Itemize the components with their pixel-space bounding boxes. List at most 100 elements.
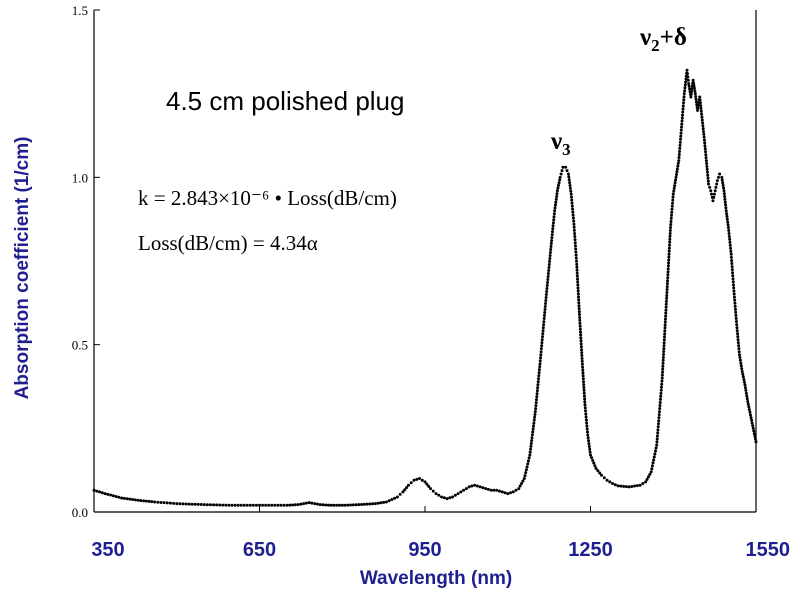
- data-point: [575, 262, 579, 266]
- data-point: [729, 252, 733, 256]
- data-point: [577, 298, 581, 302]
- data-point: [732, 295, 736, 299]
- data-point: [535, 395, 539, 399]
- data-point: [162, 501, 166, 505]
- data-point: [100, 491, 104, 495]
- data-point: [666, 273, 670, 277]
- data-point: [725, 212, 729, 216]
- data-point: [677, 156, 681, 160]
- data-point: [666, 270, 670, 274]
- data-point: [585, 427, 589, 431]
- data-point: [551, 224, 555, 228]
- data-point: [537, 368, 541, 372]
- data-point: [230, 503, 234, 507]
- data-point: [659, 388, 663, 392]
- data-point: [737, 353, 741, 357]
- x-axis-label: Wavelength (nm): [360, 568, 512, 589]
- peak-label-nu2-suffix: +δ: [660, 24, 687, 51]
- data-point: [373, 502, 377, 506]
- x-tick-label: 1550: [746, 539, 791, 561]
- y-axis-label: Absorption coefficient (1/cm): [12, 137, 33, 400]
- data-point: [721, 181, 725, 185]
- data-point: [376, 501, 380, 505]
- data-point: [633, 484, 637, 488]
- data-point: [692, 86, 696, 90]
- data-point: [258, 503, 261, 507]
- data-point: [568, 181, 572, 185]
- data-point: [547, 263, 551, 267]
- data-point: [690, 89, 694, 93]
- data-point: [611, 482, 615, 486]
- data-point: [698, 98, 702, 102]
- data-point: [658, 400, 662, 404]
- data-point: [521, 479, 525, 483]
- data-point: [663, 323, 667, 327]
- data-point: [705, 167, 709, 171]
- data-point: [671, 195, 675, 199]
- data-point: [365, 502, 369, 506]
- data-point: [658, 404, 662, 408]
- data-point: [349, 503, 353, 507]
- data-point: [739, 361, 743, 365]
- data-point: [530, 436, 534, 440]
- data-point: [291, 503, 295, 507]
- data-point: [712, 192, 716, 196]
- data-point: [741, 375, 745, 379]
- data-point: [579, 345, 583, 349]
- data-point: [522, 477, 526, 481]
- data-point: [351, 503, 355, 507]
- data-point: [178, 502, 182, 506]
- data-point: [109, 493, 113, 497]
- data-point: [728, 237, 732, 241]
- data-point: [156, 500, 160, 504]
- data-point: [734, 320, 738, 324]
- data-point: [147, 499, 151, 503]
- data-point: [657, 410, 661, 414]
- data-point: [492, 488, 496, 492]
- data-point: [689, 92, 693, 96]
- data-point: [415, 477, 419, 481]
- data-point: [585, 424, 589, 428]
- data-point: [683, 86, 687, 90]
- data-point: [242, 503, 246, 507]
- data-point: [713, 189, 717, 193]
- data-point: [694, 94, 698, 98]
- data-point: [688, 87, 692, 91]
- data-point: [750, 418, 754, 422]
- data-point: [734, 317, 738, 320]
- data-point: [541, 326, 545, 330]
- data-point: [727, 231, 731, 235]
- data-point: [742, 380, 746, 384]
- data-point: [581, 365, 585, 369]
- data-point: [671, 201, 674, 205]
- data-point: [536, 380, 540, 384]
- data-point: [332, 503, 336, 507]
- data-point: [548, 251, 552, 255]
- data-point: [664, 302, 668, 306]
- data-point: [722, 189, 726, 193]
- data-point: [698, 95, 702, 99]
- data-point: [672, 186, 676, 190]
- data-point: [602, 476, 606, 480]
- data-point: [569, 195, 573, 199]
- data-point: [165, 501, 169, 505]
- data-point: [662, 335, 666, 339]
- x-tick-label: 350: [91, 539, 124, 561]
- data-point: [745, 394, 749, 398]
- data-point: [212, 503, 216, 507]
- data-point: [526, 462, 530, 466]
- data-point: [584, 415, 588, 419]
- data-point: [273, 503, 277, 507]
- data-point: [656, 422, 660, 426]
- data-point: [722, 186, 726, 190]
- data-point: [390, 497, 394, 501]
- data-point: [738, 356, 742, 359]
- data-point: [635, 484, 639, 488]
- data-point: [92, 488, 96, 492]
- data-point: [682, 98, 686, 102]
- data-point: [686, 78, 690, 82]
- data-point: [529, 447, 533, 451]
- data-point: [534, 398, 538, 402]
- data-point: [172, 501, 176, 505]
- data-point: [701, 127, 705, 131]
